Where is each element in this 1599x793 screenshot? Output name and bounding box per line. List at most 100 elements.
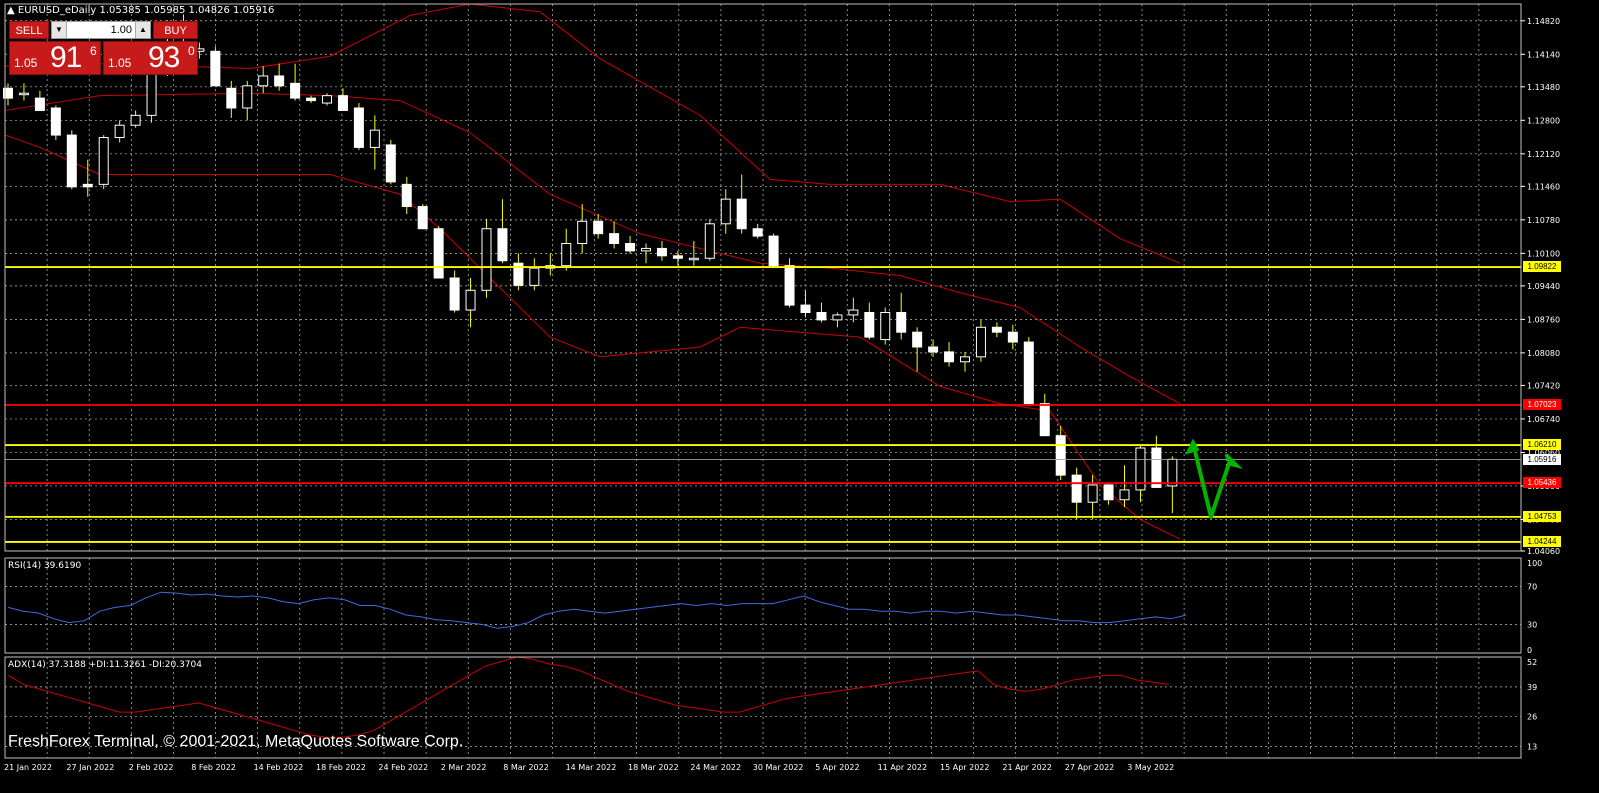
collapse-icon[interactable]: ▲ bbox=[7, 5, 18, 16]
candle-bull[interactable] bbox=[704, 223, 715, 259]
band-line bbox=[4, 3, 1181, 264]
date-axis-label: 2 Mar 2022 bbox=[441, 763, 487, 772]
candle-bull[interactable] bbox=[880, 311, 891, 341]
candle-bull[interactable] bbox=[146, 70, 157, 116]
date-axis-label: 18 Mar 2022 bbox=[628, 763, 679, 772]
adx-axis-label: 13 bbox=[1527, 743, 1537, 752]
candle-bear[interactable] bbox=[928, 346, 939, 353]
candle-bull[interactable] bbox=[465, 289, 476, 311]
candles[interactable] bbox=[3, 14, 1178, 520]
candle-bear[interactable] bbox=[752, 228, 763, 237]
adx-axis-label: 26 bbox=[1527, 713, 1537, 722]
candle-bear[interactable] bbox=[1103, 484, 1114, 501]
date-axis: 21 Jan 2022 27 Jan 2022 2 Feb 2022 8 Feb 20… bbox=[4, 763, 1174, 772]
candle-bull[interactable] bbox=[1167, 458, 1178, 487]
candle-bear[interactable] bbox=[306, 97, 317, 102]
candle-bear[interactable] bbox=[800, 304, 811, 313]
candle-bull[interactable] bbox=[322, 95, 332, 104]
candle-bull[interactable] bbox=[975, 326, 986, 358]
candle-bear[interactable] bbox=[784, 265, 795, 306]
candle-bear[interactable] bbox=[1055, 435, 1066, 476]
candle-bear[interactable] bbox=[82, 183, 93, 188]
candle-bear[interactable] bbox=[401, 183, 412, 208]
candle-bull[interactable] bbox=[1119, 489, 1130, 501]
candle-bull[interactable] bbox=[242, 85, 253, 109]
price-axis-label: 1.09440 bbox=[1527, 282, 1560, 291]
candle-bull[interactable] bbox=[114, 124, 125, 139]
candle-bear[interactable] bbox=[944, 351, 955, 363]
candle-bear[interactable] bbox=[34, 97, 45, 111]
candle-bear[interactable] bbox=[513, 262, 524, 286]
candle-bull[interactable] bbox=[258, 75, 269, 87]
candle-bull[interactable] bbox=[1135, 447, 1146, 491]
forecast-arrowhead[interactable] bbox=[1224, 453, 1243, 469]
date-axis-label: 8 Feb 2022 bbox=[191, 763, 236, 772]
candle-bear[interactable] bbox=[433, 228, 444, 279]
date-axis-label: 14 Mar 2022 bbox=[566, 763, 617, 772]
candle-bear[interactable] bbox=[864, 311, 875, 338]
lot-size-stepper[interactable]: ▼ 1.00 ▲ bbox=[51, 21, 151, 39]
green-forecast-arrow[interactable] bbox=[1185, 438, 1243, 519]
candle-bull[interactable] bbox=[720, 198, 731, 225]
candle-bull[interactable] bbox=[529, 267, 540, 286]
lot-size-input[interactable]: 1.00 bbox=[110, 24, 132, 36]
candle-bull[interactable] bbox=[481, 228, 492, 291]
adx-label: ADX(14) 37.3188 +DI:11.3261 -DI:20.3704 bbox=[8, 660, 202, 670]
candle-bear[interactable] bbox=[1071, 474, 1082, 503]
candle-bull[interactable] bbox=[98, 137, 109, 185]
candle-bull[interactable] bbox=[848, 309, 859, 316]
candle-bull[interactable] bbox=[561, 242, 572, 267]
buy-quote[interactable]: 1.05 93 0 bbox=[103, 41, 198, 75]
candle-bear[interactable] bbox=[991, 326, 1002, 333]
candle-bear[interactable] bbox=[385, 144, 396, 183]
candle-bear[interactable] bbox=[1023, 341, 1034, 405]
candle-bear[interactable] bbox=[3, 87, 13, 99]
candle-bear[interactable] bbox=[210, 50, 221, 87]
candle-bear[interactable] bbox=[274, 75, 285, 87]
candle-bear[interactable] bbox=[672, 255, 683, 259]
forecast-path[interactable] bbox=[1191, 442, 1232, 519]
candle-bull[interactable] bbox=[369, 129, 380, 148]
candle-bear[interactable] bbox=[896, 311, 907, 333]
candle-bull[interactable] bbox=[832, 314, 843, 321]
candle-bear[interactable] bbox=[609, 233, 620, 244]
forecast-start-head[interactable] bbox=[1185, 438, 1200, 455]
pane-frame bbox=[4, 3, 1522, 552]
candle-bear[interactable] bbox=[50, 107, 61, 136]
candle-bull[interactable] bbox=[130, 114, 141, 126]
candle-bear[interactable] bbox=[816, 311, 827, 321]
candle-bull[interactable] bbox=[577, 220, 588, 244]
sell-quote[interactable]: 1.05 91 6 bbox=[9, 41, 101, 75]
lot-up-icon[interactable]: ▲ bbox=[135, 22, 150, 38]
candle-bull[interactable] bbox=[18, 92, 29, 96]
candle-bear[interactable] bbox=[337, 95, 348, 111]
candle-bear[interactable] bbox=[625, 242, 636, 252]
candle-bear[interactable] bbox=[226, 87, 237, 109]
candle-bear[interactable] bbox=[593, 220, 604, 235]
lot-down-icon[interactable]: ▼ bbox=[52, 22, 67, 38]
candle-bull[interactable] bbox=[641, 247, 651, 252]
candle-bear[interactable] bbox=[290, 82, 301, 99]
sell-button[interactable]: SELL bbox=[9, 21, 49, 39]
candle-bear[interactable] bbox=[656, 247, 667, 257]
sell-quote-fraction: 6 bbox=[90, 44, 97, 58]
candle-bear[interactable] bbox=[768, 235, 779, 267]
buy-button[interactable]: BUY bbox=[153, 21, 198, 39]
candle-bear[interactable] bbox=[1007, 331, 1018, 343]
candle-bear[interactable] bbox=[449, 277, 460, 311]
candle-bear[interactable] bbox=[497, 228, 508, 262]
one-click-trading-panel: SELL ▼ 1.00 ▲ BUY 1.05 91 6 1.05 93 0 bbox=[9, 21, 198, 75]
candle-bull[interactable] bbox=[960, 356, 970, 363]
candle-bear[interactable] bbox=[1039, 403, 1050, 437]
candle-bear[interactable] bbox=[417, 206, 428, 230]
candle-bear[interactable] bbox=[912, 331, 923, 348]
candle-bull[interactable] bbox=[688, 257, 699, 261]
candle-bear[interactable] bbox=[1151, 447, 1162, 488]
candle-bear[interactable] bbox=[736, 198, 747, 230]
price-axis-label: 1.13480 bbox=[1527, 83, 1560, 92]
candle-bull[interactable] bbox=[1087, 484, 1098, 503]
horizontal-levels[interactable] bbox=[5, 266, 1521, 543]
candle-bear[interactable] bbox=[66, 134, 77, 188]
candle-bear[interactable] bbox=[353, 107, 364, 148]
